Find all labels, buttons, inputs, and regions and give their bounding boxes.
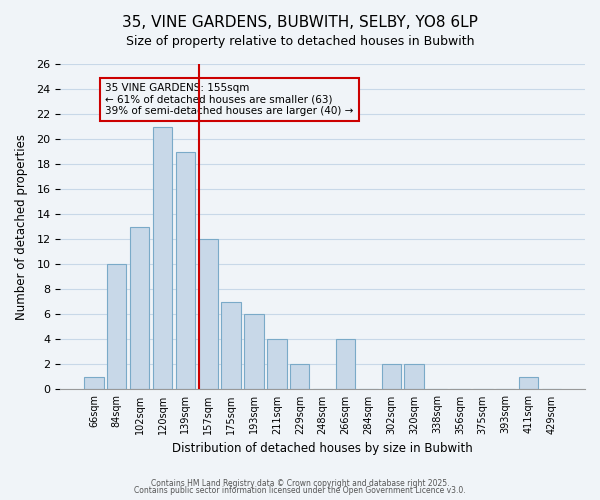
Bar	[267, 340, 287, 390]
Bar	[244, 314, 264, 390]
Bar	[382, 364, 401, 390]
Text: Contains HM Land Registry data © Crown copyright and database right 2025.: Contains HM Land Registry data © Crown c…	[151, 478, 449, 488]
Bar	[221, 302, 241, 390]
Bar	[107, 264, 127, 390]
Text: Contains public sector information licensed under the Open Government Licence v3: Contains public sector information licen…	[134, 486, 466, 495]
Bar	[404, 364, 424, 390]
Bar	[153, 126, 172, 390]
Bar	[519, 377, 538, 390]
Bar	[336, 340, 355, 390]
Text: Size of property relative to detached houses in Bubwith: Size of property relative to detached ho…	[126, 35, 474, 48]
X-axis label: Distribution of detached houses by size in Bubwith: Distribution of detached houses by size …	[172, 442, 473, 455]
Text: 35, VINE GARDENS, BUBWITH, SELBY, YO8 6LP: 35, VINE GARDENS, BUBWITH, SELBY, YO8 6L…	[122, 15, 478, 30]
Bar	[199, 239, 218, 390]
Bar	[84, 377, 104, 390]
Bar	[176, 152, 195, 390]
Y-axis label: Number of detached properties: Number of detached properties	[15, 134, 28, 320]
Bar	[290, 364, 310, 390]
Bar	[130, 226, 149, 390]
Text: 35 VINE GARDENS: 155sqm
← 61% of detached houses are smaller (63)
39% of semi-de: 35 VINE GARDENS: 155sqm ← 61% of detache…	[106, 83, 353, 116]
